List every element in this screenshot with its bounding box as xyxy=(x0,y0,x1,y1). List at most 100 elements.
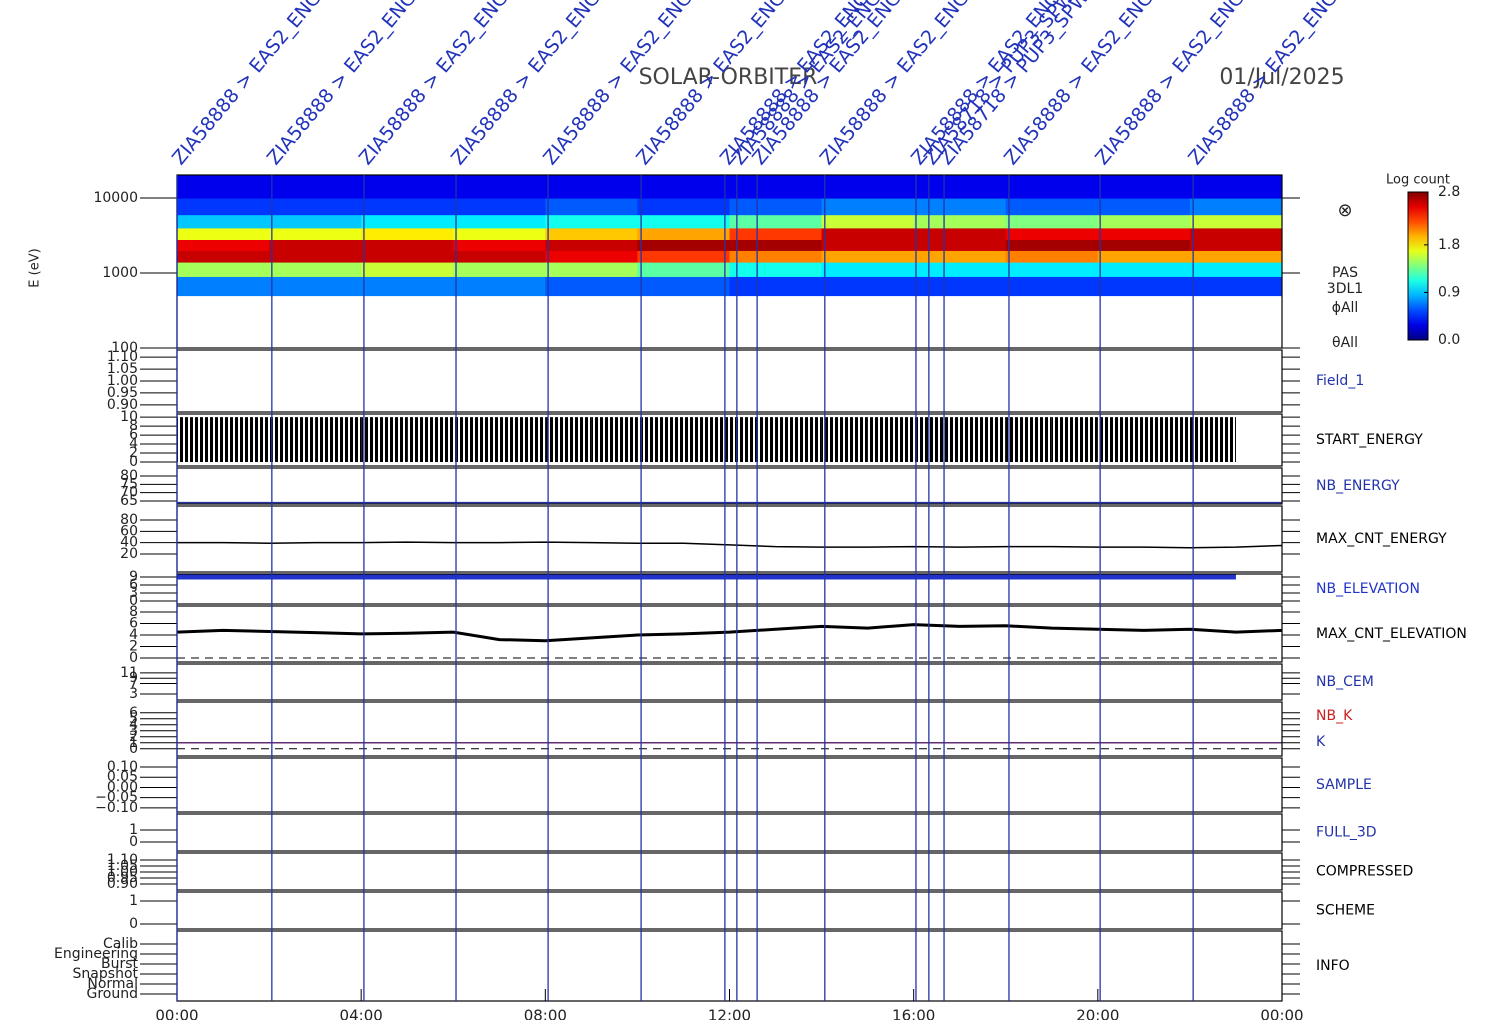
heatmap-cell xyxy=(729,198,823,216)
heatmap-cell xyxy=(361,175,454,199)
y-tick-label: Calib xyxy=(103,936,138,952)
heatmap-cell xyxy=(913,276,1007,297)
heatmap-cell xyxy=(269,227,362,241)
bar xyxy=(1189,417,1236,462)
y-tick-label: 0.90 xyxy=(107,397,138,413)
heatmap-cell xyxy=(1097,214,1191,229)
heatmap-cell xyxy=(1189,239,1283,251)
heatmap-cell xyxy=(1005,276,1099,297)
y-tick-label: Burst xyxy=(101,956,139,972)
colorbar-tick-label: 1.8 xyxy=(1438,237,1460,253)
heatmap-cell xyxy=(1005,239,1099,251)
heatmap-cell xyxy=(269,214,362,229)
bar xyxy=(499,417,546,462)
bar xyxy=(775,417,822,462)
series-label: COMPRESSED xyxy=(1316,864,1413,880)
heatmap-cell xyxy=(269,239,362,251)
bar xyxy=(315,417,362,462)
y-tick-label: 3 xyxy=(129,686,138,702)
y-tick-label: 6 xyxy=(129,705,138,721)
y-tick-label: 6 xyxy=(129,615,138,631)
heatmap-cell xyxy=(545,239,638,251)
y-tick-label: 3 xyxy=(129,723,138,739)
heatmap-cell xyxy=(453,262,546,277)
y-tick-label: 1 xyxy=(129,893,138,909)
x-tick-label: 04:00 xyxy=(340,1007,383,1020)
y-tick-label: 1.00 xyxy=(107,864,138,880)
y-tick-label: 6 xyxy=(129,427,138,443)
annotation: ϕAll xyxy=(1332,300,1359,316)
heatmap-cell xyxy=(821,239,915,251)
heatmap-cell xyxy=(821,175,915,199)
heatmap-cell xyxy=(1097,250,1191,263)
series-label: SCHEME xyxy=(1316,903,1375,919)
heatmap-cell xyxy=(913,239,1007,251)
y-tick-label: 0 xyxy=(129,834,138,850)
heatmap-cell xyxy=(361,214,454,229)
heatmap-cell xyxy=(637,175,730,199)
heatmap-cell xyxy=(1005,175,1099,199)
y-tick-label: 70 xyxy=(120,485,138,501)
heatmap-cell xyxy=(1189,276,1283,297)
heatmap-cell xyxy=(177,239,270,251)
y-tick-label: 0 xyxy=(129,454,138,470)
bar xyxy=(913,417,960,462)
heatmap-cell xyxy=(637,250,730,263)
heatmap-cell xyxy=(821,198,915,216)
y-tick-label: Normal xyxy=(87,976,138,992)
y-tick-label: Snapshot xyxy=(73,966,139,982)
heatmap-cell xyxy=(637,239,730,251)
heatmap-cell xyxy=(913,198,1007,216)
heatmap-cell xyxy=(1097,175,1191,199)
bar xyxy=(545,417,592,462)
chart-title: SOLAR-ORBITER xyxy=(639,65,818,90)
heatmap-cell xyxy=(913,227,1007,241)
y-tick-label: 11 xyxy=(120,665,138,681)
bar xyxy=(177,417,224,462)
heatmap-cell xyxy=(453,198,546,216)
y-tick-label: 10000 xyxy=(93,190,138,206)
y-tick-label: 9 xyxy=(129,670,138,686)
y-tick-label: 0 xyxy=(129,741,138,757)
y-tick-label: 1 xyxy=(129,822,138,838)
heatmap-cell xyxy=(361,227,454,241)
x-tick-label: 08:00 xyxy=(524,1007,567,1020)
heatmap-cell xyxy=(729,227,823,241)
heatmap-cell xyxy=(1189,227,1283,241)
heatmap-cell xyxy=(453,175,546,199)
y-tick-label: 0 xyxy=(129,916,138,932)
y-tick-label: 80 xyxy=(120,512,138,528)
heatmap-cell xyxy=(361,239,454,251)
bar xyxy=(821,417,868,462)
heatmap-cell xyxy=(637,198,730,216)
y-tick-label: 2 xyxy=(129,638,138,654)
y-tick-label: 2 xyxy=(129,445,138,461)
y-tick-label: 1.05 xyxy=(107,858,138,874)
heatmap-cell xyxy=(1189,214,1283,229)
heatmap-cell xyxy=(453,214,546,229)
heatmap-cell xyxy=(821,276,915,297)
heatmap-cell xyxy=(545,214,638,229)
heatmap-cell xyxy=(361,276,454,297)
heatmap-cell xyxy=(269,250,362,263)
heatmap-cell xyxy=(1097,198,1191,216)
y-tick-label: 0.90 xyxy=(107,876,138,892)
y-tick-label: 8 xyxy=(129,418,138,434)
y-tick-label: 5 xyxy=(129,711,138,727)
colorbar-tick-label: 0.0 xyxy=(1438,332,1460,348)
heatmap-cell xyxy=(729,262,823,277)
heatmap-cell xyxy=(913,250,1007,263)
heatmap-cell xyxy=(637,276,730,297)
heatmap-cell xyxy=(637,227,730,241)
colorbar-tick-label: 0.9 xyxy=(1438,284,1460,300)
heatmap-cell xyxy=(1005,227,1099,241)
y-tick-label: 1.05 xyxy=(107,361,138,377)
y-tick-label: 0.10 xyxy=(107,759,138,775)
series-label: FULL_3D xyxy=(1316,825,1377,841)
y-tick-label: Engineering xyxy=(54,946,138,962)
series-label: NB_ENERGY xyxy=(1316,478,1400,494)
y-tick-label: 4 xyxy=(129,717,138,733)
annotation: PAS xyxy=(1332,265,1358,281)
bar xyxy=(683,417,730,462)
heatmap-cell xyxy=(1097,239,1191,251)
